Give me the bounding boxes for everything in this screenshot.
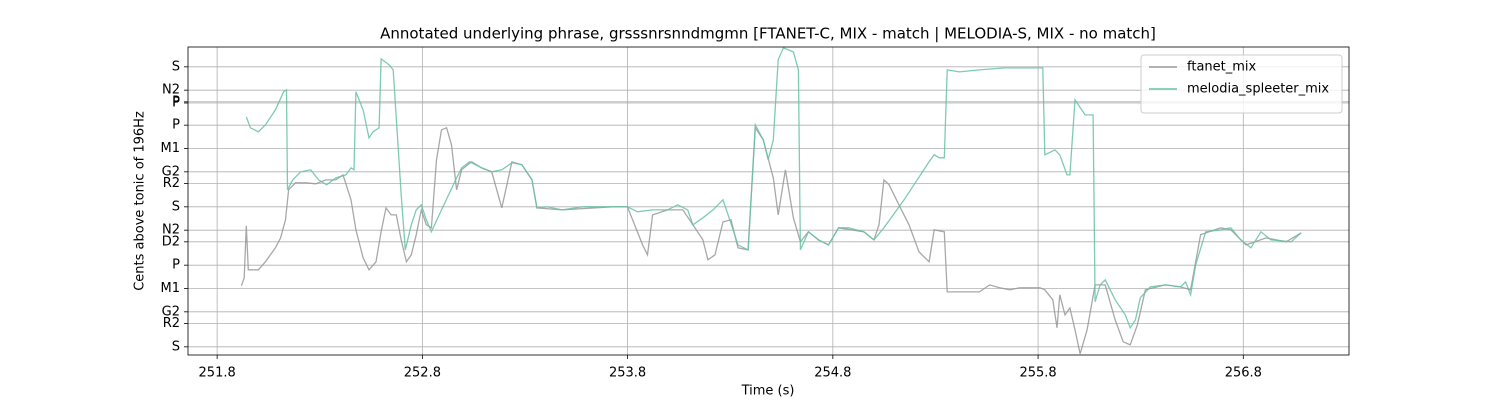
plot-frame xyxy=(187,46,1350,356)
legend: ftanet_mix melodia_spleeter_mix xyxy=(1140,54,1343,114)
plot-lines xyxy=(240,46,1302,354)
legend-label: ftanet_mix xyxy=(1187,60,1257,75)
y-tick-label: D2 xyxy=(162,234,180,249)
grid xyxy=(184,47,1349,359)
y-tick-label: P xyxy=(172,96,180,111)
y-tick-label: P xyxy=(172,118,180,133)
legend-box xyxy=(1140,54,1343,114)
series-line xyxy=(245,46,1302,330)
y-axis-label: Cents above tonic of 196Hz xyxy=(133,111,148,291)
y-tick-label: N2 xyxy=(162,223,180,238)
y-tick-label: S xyxy=(172,199,180,214)
y-tick-label: R2 xyxy=(163,316,180,331)
y-tick-label: S xyxy=(172,339,180,354)
x-tick-label: 253.8 xyxy=(609,366,646,381)
y-tick-label: P xyxy=(172,94,180,109)
y-tick-label: M1 xyxy=(161,141,181,156)
y-tick-label: R2 xyxy=(163,176,180,191)
x-tick-label: 256.8 xyxy=(1225,366,1262,381)
x-tick-label: 252.8 xyxy=(404,366,441,381)
chart-title: Annotated underlying phrase, grsssnrsnnd… xyxy=(380,25,1156,43)
x-tick-label: 254.8 xyxy=(814,366,851,381)
series-line xyxy=(240,125,1302,354)
x-tick-label: 251.8 xyxy=(199,366,236,381)
y-tick-label: G2 xyxy=(162,304,180,319)
legend-label: melodia_spleeter_mix xyxy=(1187,82,1329,97)
y-tick-label: N2 xyxy=(162,83,180,98)
y-tick-label: S xyxy=(172,59,180,74)
y-tick-label: M1 xyxy=(161,281,181,296)
y-tick-label: G2 xyxy=(162,164,180,179)
x-axis-label: Time (s) xyxy=(741,384,795,399)
y-tick-label: P xyxy=(172,258,180,273)
x-tick-label: 255.8 xyxy=(1019,366,1056,381)
